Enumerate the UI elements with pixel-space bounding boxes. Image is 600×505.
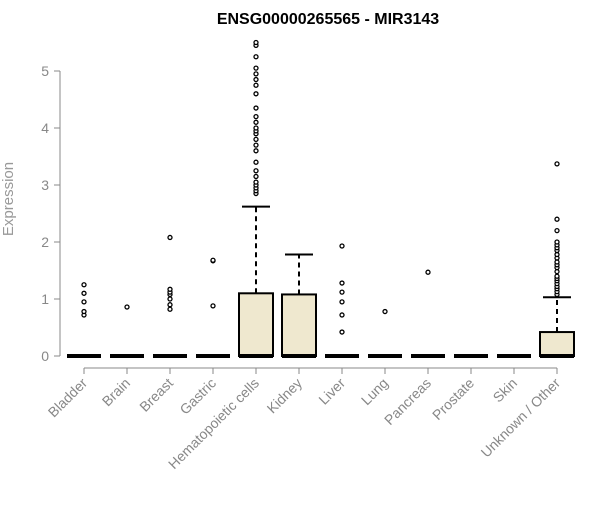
outlier-point	[253, 179, 259, 185]
outlier-point	[253, 136, 259, 143]
outlier-point	[339, 243, 345, 249]
outlier-point	[382, 308, 388, 315]
outlier-point	[253, 71, 259, 77]
boxes-layer	[67, 39, 575, 358]
outlier-point	[253, 125, 259, 131]
x-tick-label: Pancreas	[381, 375, 434, 428]
outlier-point	[339, 280, 345, 286]
box-group	[411, 269, 445, 358]
outlier-point	[81, 308, 87, 315]
outlier-point	[554, 273, 560, 279]
box-group	[196, 257, 230, 358]
chart-title: ENSG00000265565 - MIR3143	[217, 11, 439, 28]
box-group	[153, 234, 187, 358]
outlier-point	[554, 161, 560, 167]
y-tick-label: 0	[41, 348, 49, 364]
box-group	[539, 161, 575, 358]
box-rect	[238, 292, 274, 357]
box-group	[368, 308, 402, 358]
y-axis-label: Expression	[0, 162, 17, 236]
x-tick-label: Unknown / Other	[478, 375, 564, 461]
outlier-point	[253, 105, 259, 111]
outlier-point	[124, 304, 130, 310]
y-tick-label: 5	[41, 63, 49, 79]
outlier-point	[339, 329, 345, 335]
outlier-point	[253, 91, 259, 97]
box-group	[67, 282, 101, 358]
y-tick-label: 2	[41, 234, 49, 250]
x-tick-label: Brain	[99, 375, 133, 409]
outlier-point	[210, 303, 216, 309]
outlier-point	[167, 234, 173, 241]
outlier-point	[253, 142, 259, 148]
x-tick-label: Liver	[315, 375, 348, 408]
outlier-point	[253, 76, 259, 83]
x-tick-label: Skin	[490, 375, 521, 406]
outlier-point	[81, 290, 87, 296]
outlier-point	[253, 82, 259, 88]
outlier-point	[167, 296, 173, 302]
y-axis: 0 1 2 3 4 5	[41, 63, 61, 364]
outlier-point	[554, 239, 560, 245]
x-tick-label: Lung	[358, 375, 391, 408]
y-tick-label: 1	[41, 291, 49, 307]
outlier-point	[81, 282, 87, 288]
x-tick-label: Kidney	[264, 375, 306, 417]
outlier-point	[210, 257, 216, 263]
x-tick-label: Bladder	[45, 375, 91, 421]
outlier-point	[253, 54, 259, 60]
x-tick-label: Prostate	[429, 375, 477, 423]
outlier-point	[253, 39, 259, 46]
outlier-point	[554, 216, 560, 222]
outlier-point	[167, 302, 173, 308]
outlier-point	[253, 159, 259, 165]
x-tick-label: Breast	[136, 375, 176, 415]
x-tick-label: Gastric	[176, 375, 219, 418]
y-tick-label: 4	[41, 120, 49, 136]
outlier-point	[253, 119, 259, 125]
outlier-point	[554, 227, 560, 234]
y-tick-label: 3	[41, 177, 49, 193]
outlier-point	[253, 113, 259, 120]
outlier-point	[425, 269, 431, 275]
box-rect	[539, 331, 575, 357]
box-group	[110, 304, 144, 358]
outlier-point	[253, 173, 259, 180]
box-group	[325, 243, 359, 358]
outlier-point	[339, 289, 345, 295]
outlier-point	[253, 65, 259, 71]
outlier-point	[167, 286, 173, 292]
outlier-point	[253, 148, 259, 154]
outlier-point	[339, 312, 345, 318]
box-group	[281, 253, 317, 358]
outlier-point	[253, 168, 259, 174]
outlier-point	[81, 299, 87, 305]
outlier-point	[167, 306, 173, 312]
outlier-point	[339, 299, 345, 305]
box-group	[238, 39, 274, 358]
box-rect	[281, 293, 317, 358]
